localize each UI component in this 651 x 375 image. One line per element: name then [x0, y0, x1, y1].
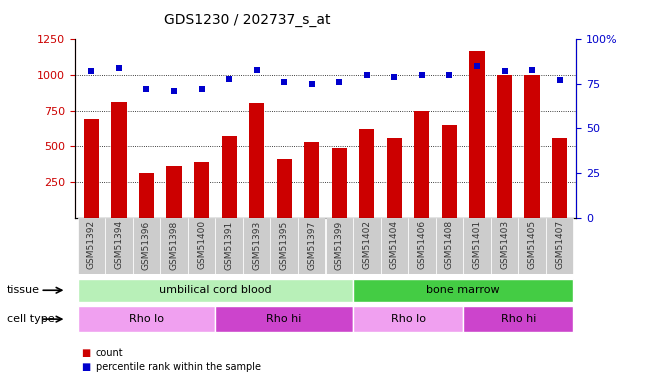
Bar	[469, 51, 484, 217]
Bar	[298, 217, 326, 274]
Point	[444, 72, 454, 78]
Point	[417, 72, 427, 78]
Point	[361, 72, 372, 78]
Bar	[77, 217, 105, 274]
Text: GSM51391: GSM51391	[225, 220, 234, 270]
Text: GSM51397: GSM51397	[307, 220, 316, 270]
Bar	[187, 217, 215, 274]
Text: GSM51399: GSM51399	[335, 220, 344, 270]
Point	[527, 67, 537, 73]
Point	[307, 81, 317, 87]
Bar	[442, 125, 457, 217]
Bar	[270, 217, 298, 274]
Text: GSM51392: GSM51392	[87, 220, 96, 269]
Text: GSM51401: GSM51401	[473, 220, 482, 269]
Text: GSM51394: GSM51394	[115, 220, 124, 269]
Point	[389, 74, 400, 80]
Bar	[525, 75, 540, 217]
Bar	[304, 142, 319, 218]
Bar	[387, 138, 402, 218]
Bar	[464, 217, 491, 274]
Point	[279, 79, 290, 85]
Text: Rho lo: Rho lo	[129, 314, 164, 324]
Point	[114, 65, 124, 71]
Text: GSM51403: GSM51403	[500, 220, 509, 269]
Text: GSM51404: GSM51404	[390, 220, 399, 269]
Bar	[277, 159, 292, 218]
Text: percentile rank within the sample: percentile rank within the sample	[96, 362, 260, 372]
Bar	[326, 217, 353, 274]
Text: GSM51407: GSM51407	[555, 220, 564, 269]
Bar	[546, 217, 574, 274]
Text: GSM51406: GSM51406	[417, 220, 426, 269]
Text: GSM51398: GSM51398	[169, 220, 178, 270]
Point	[555, 77, 565, 83]
Bar	[139, 173, 154, 217]
Bar	[359, 129, 374, 218]
Text: GSM51396: GSM51396	[142, 220, 151, 270]
Text: Rho hi: Rho hi	[266, 314, 302, 324]
Bar	[332, 148, 347, 217]
Bar	[436, 217, 464, 274]
Bar	[111, 102, 126, 218]
Text: GSM51395: GSM51395	[280, 220, 288, 270]
Bar	[381, 217, 408, 274]
Bar	[160, 217, 187, 274]
Bar	[408, 217, 436, 274]
Text: GSM51408: GSM51408	[445, 220, 454, 269]
Bar	[243, 217, 270, 274]
Bar	[105, 217, 133, 274]
Text: GDS1230 / 202737_s_at: GDS1230 / 202737_s_at	[164, 13, 331, 27]
Text: GSM51405: GSM51405	[527, 220, 536, 269]
Text: cell type: cell type	[7, 314, 54, 324]
Bar	[194, 162, 209, 218]
Point	[472, 63, 482, 69]
Point	[224, 76, 234, 82]
Text: ■: ■	[81, 348, 90, 358]
Text: GSM51402: GSM51402	[363, 220, 371, 269]
Bar	[518, 217, 546, 274]
Point	[141, 86, 152, 92]
Bar	[491, 217, 518, 274]
Text: ■: ■	[81, 362, 90, 372]
Text: bone marrow: bone marrow	[426, 285, 500, 295]
Bar	[497, 75, 512, 217]
Point	[251, 67, 262, 73]
Text: tissue: tissue	[7, 285, 40, 295]
Text: GSM51400: GSM51400	[197, 220, 206, 269]
Bar	[552, 138, 567, 218]
Bar	[167, 166, 182, 218]
Bar	[84, 119, 99, 218]
Bar	[221, 136, 237, 218]
Text: Rho hi: Rho hi	[501, 314, 536, 324]
Point	[86, 68, 96, 74]
Text: umbilical cord blood: umbilical cord blood	[159, 285, 271, 295]
Point	[197, 86, 207, 92]
Text: count: count	[96, 348, 123, 358]
Text: GSM51393: GSM51393	[252, 220, 261, 270]
Point	[499, 68, 510, 74]
Bar	[249, 104, 264, 218]
Text: Rho lo: Rho lo	[391, 314, 426, 324]
Point	[334, 79, 344, 85]
Point	[169, 88, 179, 94]
Bar	[414, 111, 430, 218]
Bar	[353, 217, 381, 274]
Bar	[215, 217, 243, 274]
Bar	[133, 217, 160, 274]
